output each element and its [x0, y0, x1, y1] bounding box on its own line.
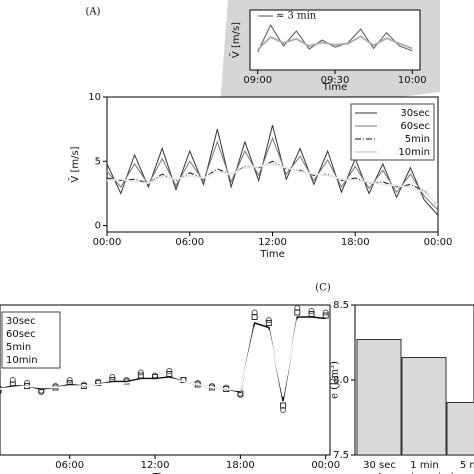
y-axis-label: V̄ [m/s]	[229, 22, 242, 58]
plot-marks	[257, 23, 413, 53]
y-tick-label: 5	[95, 156, 101, 167]
plot-marks	[107, 125, 438, 216]
point	[294, 309, 301, 316]
x-axis-label: Time	[322, 82, 347, 93]
y-tick-label: 8.0	[333, 375, 349, 386]
series-line	[107, 125, 438, 216]
plot-marks	[0, 305, 329, 413]
legend-box	[1, 311, 61, 369]
y-tick-label: 8.5	[333, 300, 349, 311]
legend-label: 60sec	[400, 121, 430, 132]
x-axis-label: Averaging windo	[376, 472, 459, 474]
x-tick-label: 5 m	[460, 460, 474, 471]
legend-label: 5min	[405, 134, 430, 145]
x-tick-label: 10:00	[398, 75, 427, 86]
bar	[446, 402, 474, 455]
x-tick-label: 09:30	[321, 75, 350, 86]
legend-label: 60sec	[6, 329, 36, 340]
x-tick-label: 12:00	[258, 237, 287, 248]
y-tick-label: 7.5	[333, 450, 349, 461]
x-tick-label: 00:00	[93, 237, 122, 248]
series-line	[257, 23, 413, 53]
x-axis-label: Time	[152, 472, 177, 474]
x-tick-label: 30 sec	[363, 460, 396, 471]
y-tick-label: 0	[95, 221, 101, 232]
x-tick-label: 00:00	[311, 460, 340, 471]
legend-label: 10min	[398, 147, 430, 158]
legend-label: 5min	[6, 342, 31, 353]
y-tick-label: 10	[88, 92, 101, 103]
legend-label: 30sec	[400, 108, 430, 119]
legend-label: 10min	[6, 355, 38, 366]
y-axis-label: V̄ [m/s]	[68, 146, 81, 182]
series-line	[107, 136, 438, 211]
point	[0, 387, 2, 394]
x-axis-label: Time	[259, 249, 284, 260]
series-line	[257, 35, 413, 51]
plot-marks	[356, 339, 474, 455]
x-tick-label: 06:00	[55, 460, 84, 471]
legend-box	[350, 103, 435, 161]
x-tick-label: 18:00	[341, 237, 370, 248]
series-line	[107, 162, 438, 206]
panel-label: (A)	[85, 7, 100, 18]
x-tick-label: 00:00	[424, 237, 453, 248]
point	[95, 380, 102, 386]
x-tick-label: 12:00	[141, 460, 170, 471]
point	[265, 320, 272, 326]
x-tick-label: 1 min	[410, 460, 438, 471]
y-axis-label: e (J/m³)	[330, 361, 341, 399]
series-line	[0, 319, 326, 397]
panel-label: (C)	[315, 283, 331, 294]
x-tick-label: 18:00	[226, 460, 255, 471]
bar	[356, 339, 402, 455]
point	[280, 402, 287, 409]
annotation: ≈ 3 min	[276, 11, 317, 22]
point	[251, 314, 258, 320]
x-tick-label: 06:00	[175, 237, 204, 248]
bar	[401, 357, 447, 455]
legend-label: 30sec	[6, 316, 36, 327]
x-tick-label: 09:00	[243, 75, 272, 86]
series-line	[107, 160, 438, 207]
